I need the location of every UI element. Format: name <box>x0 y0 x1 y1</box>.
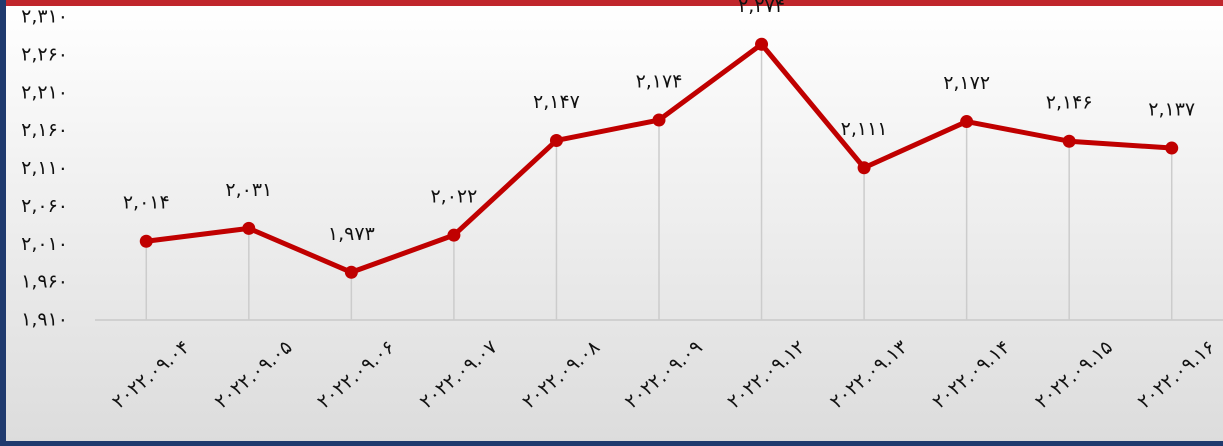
y-tick-label: ۲,۱۶۰ <box>21 119 68 141</box>
data-label: ۲,۰۳۱ <box>225 179 272 201</box>
data-label: ۲,۱۷۲ <box>943 72 990 94</box>
point <box>1062 134 1076 148</box>
point <box>755 37 769 51</box>
data-label: ۲,۲۷۴ <box>738 0 785 17</box>
point <box>857 161 871 175</box>
data-label: ۱,۹۷۳ <box>328 223 375 245</box>
point <box>960 115 974 129</box>
point <box>344 265 358 279</box>
left-bar <box>0 0 6 446</box>
data-label: ۲,۰۱۴ <box>123 192 170 214</box>
point <box>549 133 563 147</box>
data-label: ۲,۱۳۷ <box>1148 99 1195 121</box>
bottom-bar <box>0 441 1223 446</box>
y-tick-label: ۲,۲۱۰ <box>21 81 68 103</box>
data-label: ۲,۱۴۶ <box>1046 92 1093 114</box>
y-tick-label: ۲,۲۶۰ <box>21 43 68 65</box>
y-tick-label: ۲,۳۱۰ <box>21 6 68 28</box>
y-tick-label: ۲,۰۱۰ <box>21 233 68 255</box>
data-label: ۲,۰۲۲ <box>430 186 477 208</box>
y-tick-label: ۲,۰۶۰ <box>21 195 68 217</box>
y-tick-label: ۱,۹۶۰ <box>21 271 68 293</box>
top-bar <box>0 0 1223 6</box>
point <box>1165 141 1179 155</box>
point <box>652 113 666 127</box>
data-label: ۲,۱۴۷ <box>533 91 580 113</box>
y-tick-label: ۲,۱۱۰ <box>21 157 68 179</box>
point <box>139 234 153 248</box>
point <box>447 228 461 242</box>
point <box>242 221 256 235</box>
data-label: ۲,۱۱۱ <box>841 118 888 140</box>
data-label: ۲,۱۷۴ <box>636 71 683 93</box>
y-tick-label: ۱,۹۱۰ <box>21 309 68 331</box>
